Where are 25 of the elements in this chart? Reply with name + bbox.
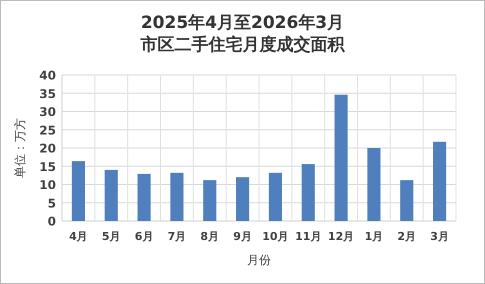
x-tick-label: 6月 <box>134 230 154 243</box>
x-tick-label: 12月 <box>328 230 354 243</box>
x-tick-label: 8月 <box>200 230 220 243</box>
x-tick-label: 7月 <box>168 230 186 243</box>
y-tick-label: 40 <box>39 68 56 82</box>
y-tick-label: 0 <box>48 214 56 228</box>
y-tick-label: 30 <box>39 105 56 119</box>
x-tick-label: 4月 <box>69 230 88 243</box>
y-tick-label: 35 <box>39 86 56 101</box>
x-tick-label: 2月 <box>397 230 416 243</box>
x-tick-label: 5月 <box>102 230 121 243</box>
x-tick-label: 11月 <box>295 230 322 243</box>
y-tick-label: 20 <box>39 142 56 156</box>
x-tick-label: 3月 <box>430 230 449 243</box>
chart-subtitle: 市区二手住宅月度成交面积 <box>140 35 346 55</box>
x-tick-label: 1月 <box>364 230 384 243</box>
x-axis-title: 月份 <box>247 253 271 267</box>
y-tick-label: 10 <box>39 178 56 192</box>
y-tick-label: 15 <box>39 160 56 174</box>
x-tick-label: 10月 <box>262 230 289 243</box>
chart-title: 2025年4月至2026年3月 <box>140 13 344 33</box>
y-tick-label: 25 <box>39 123 56 138</box>
y-axis-title: 单位：万方 <box>13 118 27 178</box>
y-tick-label: 5 <box>48 196 56 210</box>
x-tick-label: 9月 <box>233 230 252 243</box>
